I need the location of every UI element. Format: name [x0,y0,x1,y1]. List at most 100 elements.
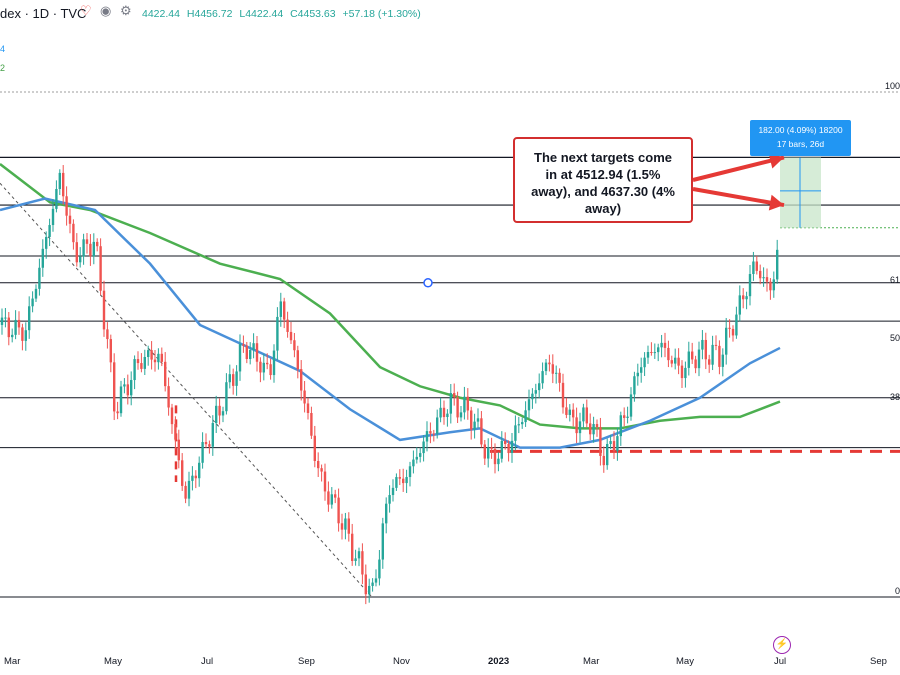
candle-body [623,415,626,418]
candle-body [266,362,269,365]
candle-body [398,477,401,479]
candle-body [235,371,238,386]
candle-body [463,396,466,413]
fib-label-0: 0 [894,586,900,596]
candle-body [616,436,619,452]
candle-body [701,339,704,350]
indicator-value-blue: 4 [0,44,6,54]
candle-body [415,456,418,460]
candle-body [684,367,687,379]
candle-body [728,327,731,329]
measure-tooltip: 182.00 (4.09%) 18200 17 bars, 26d [750,120,851,156]
eye-icon[interactable]: ◉ [100,3,112,18]
candle-body [551,364,554,374]
change-value: +57.18 (+1.30%) [342,8,421,20]
candle-body [456,397,459,418]
candle-body [14,319,17,335]
candle-body [527,399,531,411]
candle-body [96,241,99,247]
fib-label-38: 38 [889,392,900,402]
candle-body [357,551,361,559]
candle-body [439,407,442,418]
candle-body [24,330,27,341]
candle-body [323,471,327,492]
heart-icon[interactable]: ♡ [80,3,92,18]
candle-body [776,249,779,280]
candle-body [153,359,157,363]
candle-body [249,350,252,359]
candle-body [330,494,333,505]
candle-body [480,418,483,445]
candle-body [255,343,259,362]
candle-body [670,360,673,364]
candle-body [4,317,7,319]
candle-body [344,518,347,530]
candle-body [381,523,384,560]
candle-body [449,393,452,414]
candle-body [714,344,718,346]
candle-body [194,475,197,479]
candle-body [643,357,646,368]
candle-body [483,444,486,459]
x-tick: Mar [583,656,600,667]
candle-body [289,331,293,341]
candle-body [425,431,429,442]
candle-body [677,357,680,366]
candle-body [337,497,340,524]
candle-body [391,487,395,496]
candle-body [694,359,697,369]
candle-body [640,367,643,373]
candle-body [582,407,585,422]
candle-body [269,364,272,376]
candle-body [252,343,255,351]
candle-body [374,578,378,583]
candle-body [228,374,231,383]
candle-body [619,415,622,437]
candle-body [561,382,565,408]
candle-body [351,533,354,561]
candle-body [300,369,303,391]
ohlc-readout: 4422.44 H4456.72 L4422.44 C4453.63 +57.1… [142,8,425,20]
annotation-line: The next targets come [534,150,672,165]
candle-body [215,405,218,424]
annotation-line: in at 4512.94 (1.5% [545,167,661,182]
candle-body [51,208,55,226]
candle-body [167,386,170,408]
candle-body [548,362,551,365]
candle-body [72,223,75,243]
candle-body [174,424,177,440]
candle-body [606,444,609,466]
candle-body [38,267,41,289]
candle-body [136,359,140,364]
symbol-label[interactable]: dex · 1D · TVC [0,6,87,21]
annotation-arrow [692,155,785,182]
candle-body [708,359,711,365]
candle-body [660,342,663,348]
high-value: H4456.72 [186,8,233,20]
candle-body [68,215,72,224]
candle-body [221,411,225,416]
candle-body [402,478,405,484]
candle-body [303,390,306,404]
x-tick: Sep [870,656,887,667]
candle-body [742,295,745,300]
close-value: C4453.63 [290,8,336,20]
settings-icon[interactable]: ⚙ [120,3,132,18]
candle-body [735,314,738,336]
candle-body [517,424,520,426]
candle-body [327,491,330,505]
lightning-icon[interactable]: ⚡ [773,636,791,654]
candle-body [470,410,473,430]
candle-body [544,362,548,372]
candle-body [762,277,765,279]
candle-body [133,359,136,381]
x-tick: Mar [4,656,21,667]
candle-body [106,329,109,340]
candle-body [422,441,425,454]
candle-body [79,256,82,263]
x-tick: May [676,656,694,667]
candle-body [272,350,276,376]
annotation-arrow-head [768,153,784,169]
candle-body [521,422,524,425]
